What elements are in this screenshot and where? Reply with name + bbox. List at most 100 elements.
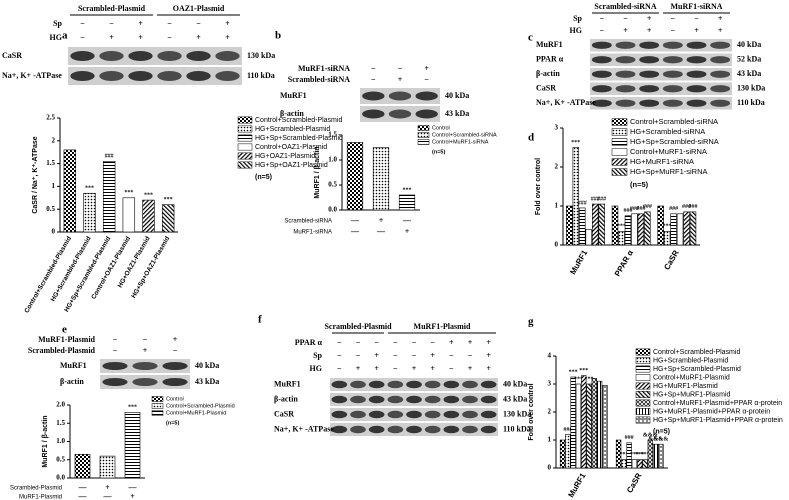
treatment-sign: −	[623, 14, 628, 23]
blot-band	[368, 380, 385, 389]
y-tick-label: 0.5	[328, 181, 337, 189]
significance: ***	[569, 369, 578, 375]
treatment-sign: +	[718, 26, 723, 35]
significance: ***	[635, 452, 644, 458]
treatment-sign: +	[138, 19, 143, 28]
blot-band	[102, 362, 128, 370]
legend-label: Control+MuRF1-siRNA	[432, 139, 489, 145]
y-axis-label: CaSR / Na⁺, K⁺-ATPase	[32, 136, 39, 213]
band-size: 110 kDa	[247, 71, 275, 80]
treatment-sign: −	[393, 351, 398, 360]
significance: ***	[617, 224, 626, 230]
blot-band	[387, 395, 404, 404]
legend-swatch	[417, 139, 430, 145]
blot-band	[99, 71, 124, 81]
bar	[566, 205, 573, 246]
significance: ###	[630, 206, 639, 212]
legend-swatch	[611, 158, 628, 166]
blot-band	[128, 71, 153, 81]
band-label: MuRF1	[280, 91, 307, 100]
bar	[63, 149, 77, 233]
blot-band	[662, 56, 683, 64]
legend-swatch	[237, 143, 253, 151]
x-table-sign: +	[405, 227, 410, 236]
blot-band	[686, 99, 707, 107]
blot-group: Scrambled-siRNA	[594, 2, 656, 11]
significance: ###	[578, 200, 587, 206]
legend-swatch	[635, 348, 651, 356]
legend-swatch	[611, 168, 628, 176]
legend-label: HG+Sp+Scrambled-siRNA	[630, 137, 719, 146]
blot-band	[406, 380, 422, 389]
blot-band	[462, 395, 478, 404]
blot-band	[443, 425, 460, 434]
legend-swatch	[611, 138, 628, 146]
y-axis-label: MuRF1 / β-actin	[314, 146, 321, 198]
treatment-sign: +	[109, 33, 114, 42]
bar	[626, 442, 632, 469]
blot-band	[424, 410, 441, 419]
y-tick-label: 3	[555, 124, 559, 132]
band-label: Na+, K+ -ATPase	[536, 98, 596, 107]
band-label: MuRF1	[274, 379, 301, 388]
legend-label: HG+Scrambled-Plasmid	[653, 357, 728, 364]
legend-label: Control+Scrambled-siRNA	[432, 132, 497, 138]
panel-label: d	[528, 132, 534, 144]
significance: ###	[643, 204, 652, 210]
y-tick-label: 0	[52, 228, 56, 236]
band-label: MuRF1	[60, 361, 87, 370]
x-table-sign: —	[350, 216, 360, 225]
treatment-sign: −	[671, 26, 676, 35]
legend-label: Control+Scrambled-siRNA	[630, 117, 718, 126]
blot-band	[387, 380, 404, 389]
legend-swatch	[151, 403, 164, 409]
significance: &&&	[648, 437, 663, 443]
blot-band	[70, 51, 95, 61]
blot-band	[480, 380, 497, 389]
bar	[124, 411, 141, 479]
blot-band	[710, 85, 731, 93]
bar	[689, 211, 697, 246]
blot-band	[157, 51, 182, 61]
bar	[647, 439, 653, 469]
legend-label: HG+MuRF1-Plasmid+PPAR α-protein	[653, 408, 770, 415]
panel-label: f	[258, 314, 262, 326]
treatment-sign: −	[393, 364, 398, 373]
treatment-sign: −	[167, 33, 172, 42]
panel-label: a	[62, 30, 68, 42]
treatment-sign: −	[173, 346, 178, 355]
treatment-sign: −	[424, 75, 429, 84]
blot-band	[350, 410, 366, 419]
blot-band	[443, 395, 460, 404]
bar	[565, 434, 571, 469]
blot-band	[462, 425, 478, 434]
significance: &&&	[653, 437, 668, 443]
legend-swatch	[237, 161, 253, 169]
legend-label: Control+MuRF1-siRNA	[630, 147, 707, 156]
band-size: 40 kDa	[445, 91, 469, 100]
treatment-sign: −	[412, 338, 417, 347]
x-table-sign: —	[350, 227, 360, 236]
treatment-sign: −	[694, 14, 699, 23]
significance: ###	[689, 204, 698, 210]
x-tick-label: MuRF1	[568, 248, 589, 276]
legend-swatch	[611, 128, 628, 136]
legend-label: Control	[166, 396, 184, 402]
legend-swatch	[635, 357, 651, 364]
legend-label: Control+MuRF1-Plasmid	[653, 374, 730, 381]
treatment-label: Scrambled-Plasmid	[28, 346, 96, 355]
treatment-sign: −	[196, 19, 201, 28]
band-size: 43 kDa	[503, 394, 527, 403]
sample-size: (n=5)	[166, 420, 179, 426]
y-tick-label: 4	[548, 352, 552, 360]
y-tick-label: 2.0	[56, 401, 65, 409]
bar	[670, 213, 677, 246]
significance: ***	[403, 187, 412, 193]
legend-swatch	[237, 134, 253, 142]
treatment-label: HG	[50, 33, 62, 42]
treatment-sign: +	[623, 26, 628, 35]
treatment-sign: +	[486, 364, 491, 373]
x-table-sign: —	[103, 492, 113, 500]
significance: ###	[591, 196, 600, 202]
band-label: β-actin	[274, 394, 298, 403]
